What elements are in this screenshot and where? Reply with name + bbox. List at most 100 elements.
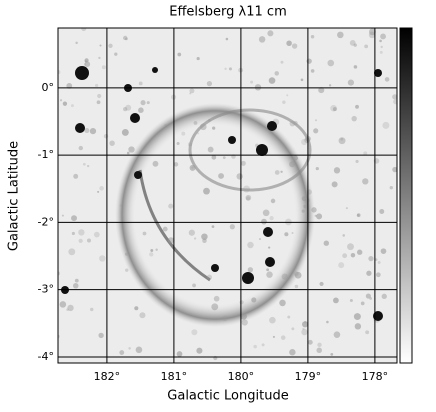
noise-speck — [81, 28, 87, 32]
noise-speck — [128, 146, 135, 153]
noise-speck — [103, 134, 109, 139]
noise-speck — [291, 327, 295, 331]
noise-speck — [139, 312, 146, 319]
x-tick-label: 178° — [362, 370, 389, 383]
plot-frame — [57, 27, 398, 364]
noise-speck — [187, 142, 192, 147]
noise-speck — [101, 65, 106, 70]
noise-speck — [240, 160, 246, 166]
noise-speck — [75, 41, 78, 45]
noise-speck — [212, 126, 216, 130]
noise-speck — [108, 43, 113, 48]
noise-speck — [189, 92, 192, 95]
noise-speck — [269, 216, 274, 221]
noise-speck — [126, 151, 130, 155]
noise-speck — [342, 234, 346, 237]
y-tick-label: -4° — [38, 350, 54, 363]
noise-speck — [135, 346, 143, 354]
noise-speck — [211, 154, 217, 160]
noise-speck — [317, 342, 322, 348]
noise-speck — [381, 293, 387, 299]
noise-speck — [363, 151, 368, 156]
noise-speck — [167, 237, 175, 244]
noise-speck — [207, 118, 211, 122]
noise-speck — [333, 331, 341, 338]
noise-speck — [138, 81, 143, 86]
noise-speck — [316, 347, 323, 354]
noise-speck — [287, 315, 291, 319]
noise-speck — [369, 28, 376, 36]
noise-speck — [99, 186, 104, 191]
noise-speck — [356, 249, 363, 255]
noise-speck — [121, 128, 129, 136]
noise-speck — [99, 44, 102, 47]
point-source — [256, 144, 268, 156]
remnant-arc — [188, 108, 312, 192]
noise-speck — [225, 37, 229, 41]
noise-speck — [377, 261, 381, 264]
noise-speck — [189, 164, 196, 171]
noise-speck — [211, 225, 215, 228]
noise-speck — [303, 204, 308, 209]
noise-speck — [89, 127, 97, 135]
noise-speck — [274, 170, 280, 175]
noise-speck — [332, 297, 339, 304]
noise-speck — [222, 156, 226, 160]
noise-speck — [292, 155, 298, 161]
x-tick-label: 182° — [94, 370, 121, 383]
noise-speck — [294, 271, 302, 279]
radio-image — [58, 28, 397, 361]
noise-speck — [58, 70, 61, 75]
noise-speck — [245, 196, 251, 201]
noise-speck — [181, 131, 186, 136]
noise-speck — [389, 185, 393, 190]
noise-speck — [72, 283, 79, 289]
noise-speck — [307, 339, 313, 345]
noise-speck — [173, 162, 179, 167]
point-source — [152, 67, 158, 73]
noise-speck — [374, 258, 378, 261]
noise-speck — [98, 332, 104, 339]
noise-speck — [338, 137, 346, 145]
noise-speck — [360, 301, 365, 306]
noise-speck — [188, 229, 195, 236]
noise-speck — [345, 207, 348, 210]
noise-speck — [207, 146, 214, 153]
noise-speck — [362, 178, 369, 185]
y-axis-label: Galactic Latitude — [7, 141, 22, 251]
noise-speck — [251, 297, 257, 303]
noise-speck — [347, 243, 354, 251]
noise-speck — [78, 238, 83, 243]
noise-speck — [196, 57, 200, 61]
noise-speck — [316, 213, 323, 220]
noise-speck — [224, 67, 227, 71]
noise-speck — [123, 106, 128, 112]
noise-speck — [61, 214, 64, 217]
noise-speck — [206, 80, 213, 87]
noise-speck — [327, 59, 335, 67]
noise-speck — [78, 229, 85, 236]
noise-speck — [289, 161, 296, 168]
chart-title: Effelsberg λ11 cm — [169, 5, 286, 20]
point-source — [134, 171, 142, 179]
noise-speck — [375, 272, 381, 278]
noise-speck — [146, 101, 150, 105]
noise-speck — [193, 237, 197, 240]
noise-speck — [354, 323, 362, 330]
noise-speck — [364, 44, 369, 49]
noise-speck — [333, 167, 341, 174]
noise-speck — [340, 137, 344, 141]
noise-speck — [253, 344, 257, 349]
noise-speck — [84, 127, 90, 134]
noise-speck — [201, 233, 208, 240]
noise-speck — [355, 104, 359, 109]
noise-speck — [140, 100, 146, 106]
noise-speck — [119, 204, 123, 207]
point-source — [263, 227, 273, 237]
noise-speck — [258, 237, 262, 241]
noise-speck — [353, 43, 357, 47]
noise-speck — [222, 315, 228, 322]
noise-speck — [258, 36, 266, 43]
noise-speck — [280, 335, 286, 340]
noise-speck — [71, 231, 75, 236]
